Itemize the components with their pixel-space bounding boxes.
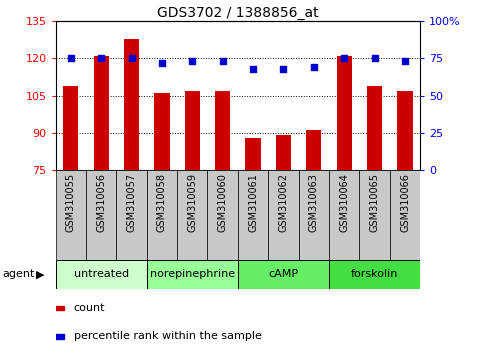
Bar <box>208 170 238 260</box>
Bar <box>238 260 329 289</box>
Bar <box>56 334 64 338</box>
Text: GSM310060: GSM310060 <box>218 173 227 232</box>
Point <box>249 66 257 72</box>
Bar <box>86 170 116 260</box>
Text: GSM310059: GSM310059 <box>187 173 197 232</box>
Text: percentile rank within the sample: percentile rank within the sample <box>74 331 262 341</box>
Text: forskolin: forskolin <box>351 269 398 279</box>
Text: ▶: ▶ <box>36 269 45 279</box>
Text: GSM310064: GSM310064 <box>339 173 349 232</box>
Text: GSM310066: GSM310066 <box>400 173 410 232</box>
Bar <box>238 170 268 260</box>
Bar <box>276 135 291 170</box>
Text: agent: agent <box>2 269 35 279</box>
Point <box>158 60 166 66</box>
Bar <box>63 86 78 170</box>
Bar <box>154 93 170 170</box>
Bar <box>268 170 298 260</box>
Text: GSM310055: GSM310055 <box>66 173 76 232</box>
Bar <box>359 170 390 260</box>
Point <box>371 56 379 61</box>
Bar <box>116 170 147 260</box>
Bar <box>298 170 329 260</box>
Point <box>401 58 409 64</box>
Text: GSM310057: GSM310057 <box>127 173 137 232</box>
Bar <box>147 260 238 289</box>
Text: GSM310056: GSM310056 <box>96 173 106 232</box>
Bar <box>306 130 322 170</box>
Text: GSM310063: GSM310063 <box>309 173 319 232</box>
Text: norepinephrine: norepinephrine <box>150 269 235 279</box>
Point <box>128 56 135 61</box>
Bar <box>245 138 261 170</box>
Point <box>188 58 196 64</box>
Title: GDS3702 / 1388856_at: GDS3702 / 1388856_at <box>157 6 319 20</box>
Point <box>97 56 105 61</box>
Bar <box>337 56 352 170</box>
Text: cAMP: cAMP <box>269 269 298 279</box>
Text: GSM310061: GSM310061 <box>248 173 258 232</box>
Point <box>219 58 227 64</box>
Text: GSM310062: GSM310062 <box>279 173 288 232</box>
Point <box>310 64 318 70</box>
Point <box>341 56 348 61</box>
Bar <box>367 86 382 170</box>
Text: GSM310058: GSM310058 <box>157 173 167 232</box>
Bar <box>185 91 200 170</box>
Point <box>280 66 287 72</box>
Bar <box>398 91 412 170</box>
Bar <box>56 260 147 289</box>
Text: GSM310065: GSM310065 <box>369 173 380 232</box>
Bar <box>177 170 208 260</box>
Bar <box>390 170 420 260</box>
Text: untreated: untreated <box>73 269 128 279</box>
Bar <box>329 260 420 289</box>
Bar <box>56 306 64 310</box>
Point <box>67 56 74 61</box>
Text: count: count <box>74 303 105 313</box>
Bar <box>124 39 139 170</box>
Bar <box>147 170 177 260</box>
Bar <box>56 170 86 260</box>
Bar <box>215 91 230 170</box>
Bar <box>329 170 359 260</box>
Bar <box>94 56 109 170</box>
